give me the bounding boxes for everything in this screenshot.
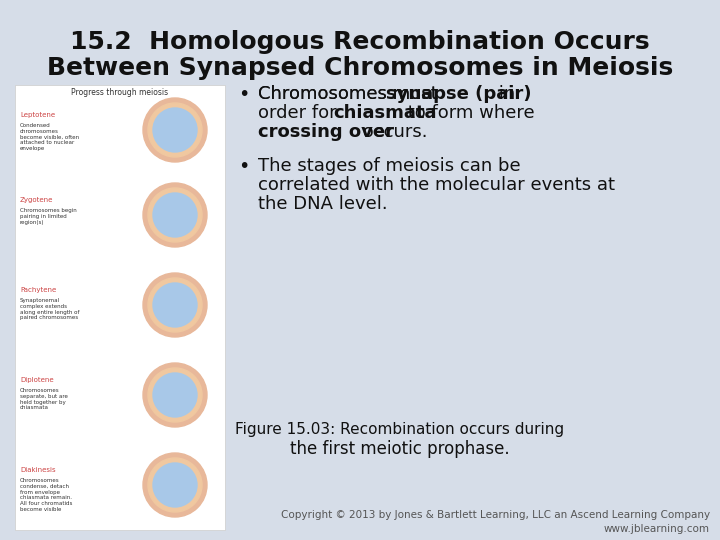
Text: Chromosomes must: Chromosomes must (258, 85, 444, 103)
Text: synapse (pair): synapse (pair) (385, 85, 531, 103)
Text: Diplotene: Diplotene (20, 377, 53, 383)
Circle shape (143, 98, 207, 162)
Circle shape (153, 373, 197, 417)
Text: Chromosomes
separate, but are
held together by
chiasmata: Chromosomes separate, but are held toget… (20, 388, 68, 410)
Text: The stages of meiosis can be: The stages of meiosis can be (258, 157, 521, 175)
Text: the first meiotic prophase.: the first meiotic prophase. (290, 440, 510, 458)
Text: Synaptonemal
complex extends
along entire length of
paired chromosomes: Synaptonemal complex extends along entir… (20, 298, 79, 320)
Circle shape (148, 368, 202, 422)
Circle shape (153, 108, 197, 152)
Text: Leptotene: Leptotene (20, 112, 55, 118)
Text: Condensed
chromosomes
become visible, often
attached to nuclear
envelope: Condensed chromosomes become visible, of… (20, 123, 79, 151)
Text: chiasmata: chiasmata (333, 104, 436, 122)
Text: •: • (238, 85, 249, 104)
Text: •: • (238, 157, 249, 176)
Circle shape (143, 363, 207, 427)
Text: in: in (492, 85, 515, 103)
Text: Progress through meiosis: Progress through meiosis (71, 88, 168, 97)
Circle shape (148, 188, 202, 242)
Circle shape (153, 463, 197, 507)
Text: occurs.: occurs. (357, 123, 428, 141)
FancyBboxPatch shape (15, 85, 225, 530)
Circle shape (153, 193, 197, 237)
Text: correlated with the molecular events at: correlated with the molecular events at (258, 176, 615, 194)
Circle shape (148, 278, 202, 332)
Text: Chromosomes must: Chromosomes must (258, 85, 444, 103)
Circle shape (143, 183, 207, 247)
Text: Chromosomes begin
pairing in limited
region(s): Chromosomes begin pairing in limited reg… (20, 208, 77, 225)
Text: Copyright © 2013 by Jones & Bartlett Learning, LLC an Ascend Learning Company
ww: Copyright © 2013 by Jones & Bartlett Lea… (281, 510, 710, 534)
Text: 15.2  Homologous Recombination Occurs: 15.2 Homologous Recombination Occurs (70, 30, 650, 54)
Text: the DNA level.: the DNA level. (258, 195, 387, 213)
Text: Diakinesis: Diakinesis (20, 467, 55, 473)
Circle shape (148, 458, 202, 512)
Text: Pachytene: Pachytene (20, 287, 56, 293)
Text: order for: order for (258, 104, 343, 122)
Text: crossing over: crossing over (258, 123, 394, 141)
Circle shape (148, 103, 202, 157)
Circle shape (143, 453, 207, 517)
Circle shape (143, 273, 207, 337)
Text: Zygotene: Zygotene (20, 197, 53, 203)
Text: Figure 15.03: Recombination occurs during: Figure 15.03: Recombination occurs durin… (235, 422, 564, 437)
Text: Chromosomes
condense, detach
from envelope
chiasmata remain.
All four chromatids: Chromosomes condense, detach from envelo… (20, 478, 73, 512)
Text: Chromosomes must: Chromosomes must (258, 85, 444, 103)
Circle shape (153, 283, 197, 327)
Text: Between Synapsed Chromosomes in Meiosis: Between Synapsed Chromosomes in Meiosis (47, 56, 673, 80)
Text: to form where: to form where (402, 104, 534, 122)
